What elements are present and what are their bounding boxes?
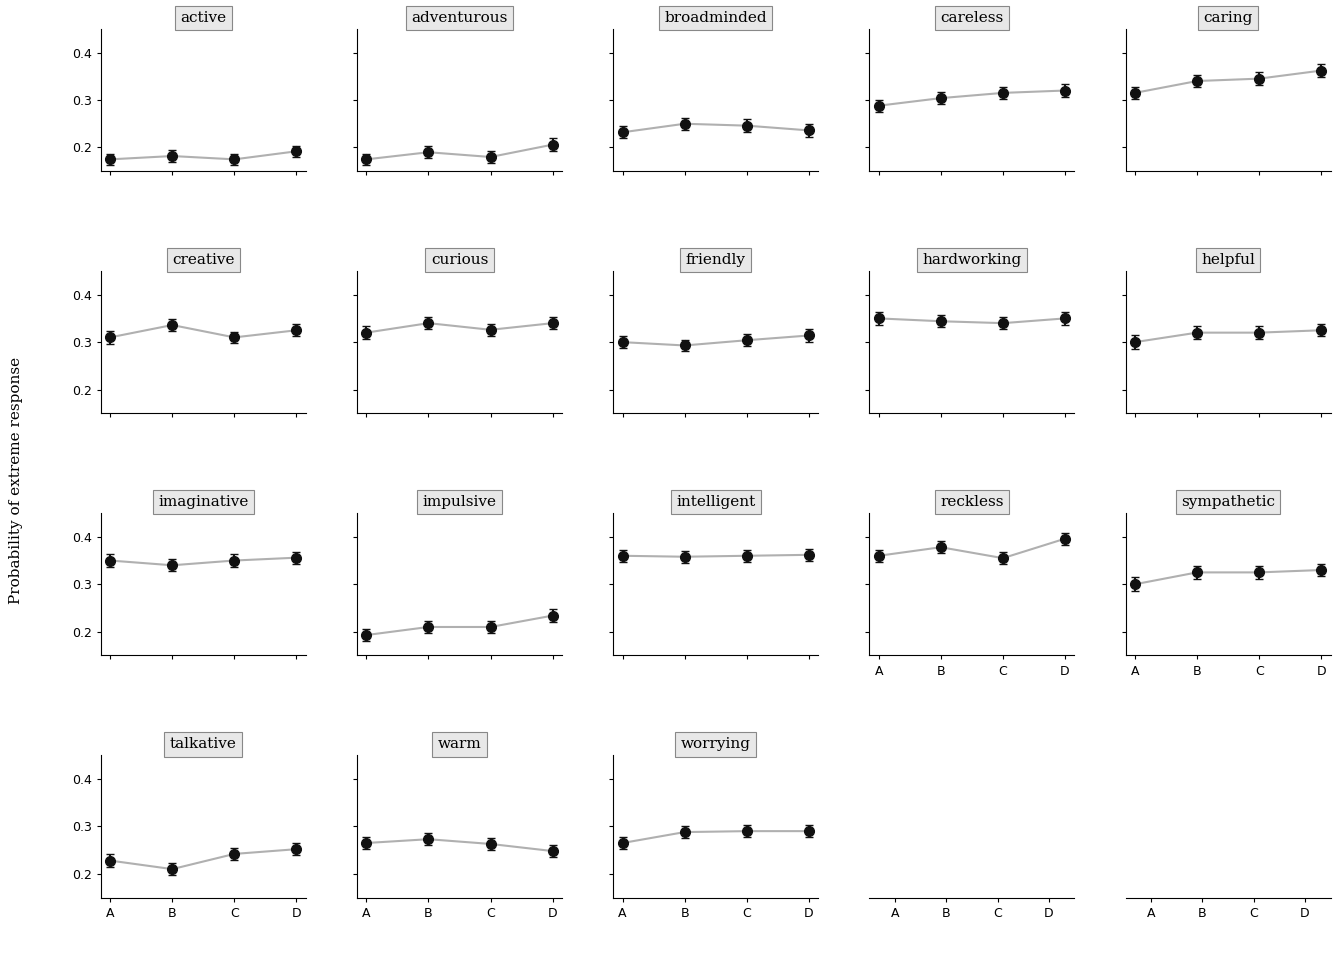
Title: hardworking: hardworking — [922, 253, 1021, 267]
Title: adventurous: adventurous — [411, 11, 508, 25]
Title: talkative: talkative — [169, 737, 237, 752]
Title: imaginative: imaginative — [159, 495, 249, 509]
Title: helpful: helpful — [1202, 253, 1255, 267]
Title: creative: creative — [172, 253, 235, 267]
Title: intelligent: intelligent — [676, 495, 755, 509]
Title: worrying: worrying — [680, 737, 751, 752]
Title: caring: caring — [1203, 11, 1253, 25]
Title: warm: warm — [438, 737, 481, 752]
Title: careless: careless — [941, 11, 1004, 25]
Title: active: active — [180, 11, 226, 25]
Text: Probability of extreme response: Probability of extreme response — [9, 356, 23, 604]
Title: curious: curious — [431, 253, 488, 267]
Title: friendly: friendly — [685, 253, 746, 267]
Title: sympathetic: sympathetic — [1181, 495, 1275, 509]
Title: reckless: reckless — [941, 495, 1004, 509]
Title: broadminded: broadminded — [664, 11, 767, 25]
Title: impulsive: impulsive — [422, 495, 496, 509]
